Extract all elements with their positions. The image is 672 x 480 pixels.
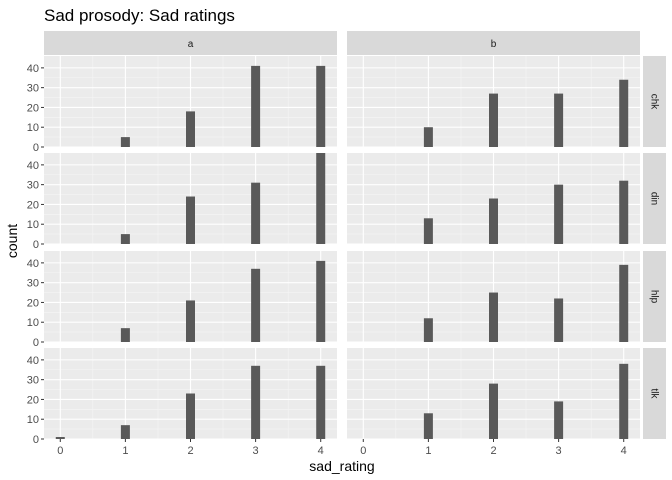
x-tick-label: 3 [253,445,259,457]
bar [489,292,498,342]
bar [489,93,498,147]
bar [186,393,195,439]
bar [619,180,629,244]
panel-b-chk [347,56,640,148]
y-tick-label: 30 [27,278,39,290]
bar [120,328,130,342]
bar [619,79,629,147]
x-tick-label: 2 [490,445,496,457]
bar [489,198,498,244]
bar [423,218,433,244]
bar [423,413,433,439]
y-tick-label: 30 [27,375,39,387]
bar [251,65,261,147]
row-strip-label: chk [649,94,660,111]
row-strip-chk [643,56,666,147]
bar [316,365,326,439]
bar [120,137,130,147]
y-tick-label: 0 [33,337,39,349]
panel-a-chk [44,56,337,148]
bar [316,260,326,342]
row-strip-din [643,153,666,244]
bar [251,268,261,342]
y-tick-label: 20 [27,102,39,114]
x-tick-label: 4 [621,445,627,457]
y-tick-label: 0 [33,239,39,251]
bar [554,298,564,342]
bar [554,401,564,439]
x-tick-label: 3 [556,445,562,457]
x-tick-label: 1 [122,445,128,457]
bar [554,93,564,147]
bar [316,153,326,244]
column-strip-label: a [188,39,194,50]
row-strip-label: din [649,192,660,205]
bar [251,365,261,439]
y-tick-label: 10 [27,414,39,426]
panel-a-hlp [44,251,337,343]
panel-b-hlp [347,251,640,343]
y-tick-label: 30 [27,180,39,192]
bar [316,65,326,147]
y-tick-label: 40 [27,160,39,172]
bar [489,383,498,439]
y-tick-label: 20 [27,297,39,309]
row-strip-tlk [643,348,666,439]
y-axis-label: count [4,224,20,258]
column-strip-b [347,31,640,55]
x-tick-label: 0 [57,445,63,457]
chart-title: Sad prosody: Sad ratings [44,6,235,25]
y-tick-label: 20 [27,199,39,211]
bar [251,182,261,244]
bar [55,437,65,439]
bar [423,318,433,342]
bar [186,300,195,342]
x-tick-label: 4 [318,445,324,457]
y-tick-label: 0 [33,434,39,446]
bar [120,234,130,244]
y-tick-label: 10 [27,122,39,134]
y-tick-label: 0 [33,142,39,154]
y-tick-label: 40 [27,258,39,270]
row-strip-label: hlp [649,290,660,304]
x-tick-label: 1 [425,445,431,457]
facet-grid: a bchkdinhlptlk01020304001020304001020304… [27,31,666,457]
panel-a-tlk [44,348,337,440]
y-tick-label: 40 [27,63,39,75]
column-strip-label: b [491,39,497,50]
panel-b-din [347,153,640,245]
y-tick-label: 30 [27,83,39,95]
column-strip-a [44,31,337,55]
x-tick-label: 0 [360,445,366,457]
y-tick-label: 40 [27,355,39,367]
y-tick-label: 10 [27,219,39,231]
y-tick-label: 10 [27,317,39,329]
panel-a-din [44,153,337,245]
panel-b-tlk [347,348,640,440]
row-strip-hlp [643,251,666,342]
x-axis-label: sad_rating [309,458,374,474]
bar [186,196,195,244]
bar [120,425,130,439]
row-strip-label: tlk [649,389,660,400]
x-tick-label: 2 [187,445,193,457]
bar [554,184,564,244]
bar [423,127,433,147]
y-tick-label: 20 [27,394,39,406]
bar [619,363,629,439]
bar [619,264,629,342]
bar [186,111,195,147]
